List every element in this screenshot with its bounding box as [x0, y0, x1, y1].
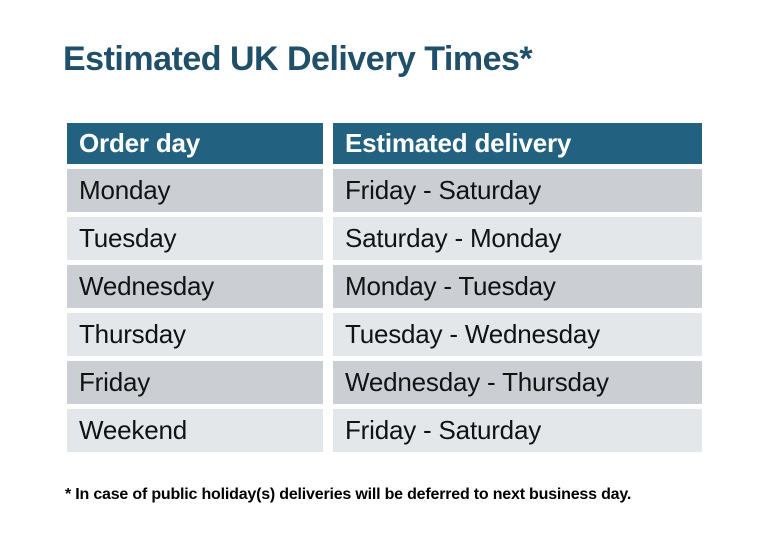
table-cell-delivery: Wednesday - Thursday — [333, 361, 702, 404]
page-title: Estimated UK Delivery Times* — [63, 40, 533, 78]
table-cell-order-day: Wednesday — [67, 265, 323, 308]
table-cell-delivery: Friday - Saturday — [333, 409, 702, 452]
table-cell-order-day: Tuesday — [67, 217, 323, 260]
table-cell-delivery: Friday - Saturday — [333, 169, 702, 212]
table-cell-order-day: Monday — [67, 169, 323, 212]
table-cell-delivery: Saturday - Monday — [333, 217, 702, 260]
table-cell-delivery: Monday - Tuesday — [333, 265, 702, 308]
table-header-estimated-delivery: Estimated delivery — [333, 123, 702, 164]
table-cell-order-day: Friday — [67, 361, 323, 404]
table-header-order-day: Order day — [67, 123, 323, 164]
table-cell-order-day: Thursday — [67, 313, 323, 356]
delivery-times-table: Order day Estimated delivery Monday Frid… — [67, 121, 702, 452]
table-cell-delivery: Tuesday - Wednesday — [333, 313, 702, 356]
table-cell-order-day: Weekend — [67, 409, 323, 452]
footnote: * In case of public holiday(s) deliverie… — [65, 486, 632, 503]
